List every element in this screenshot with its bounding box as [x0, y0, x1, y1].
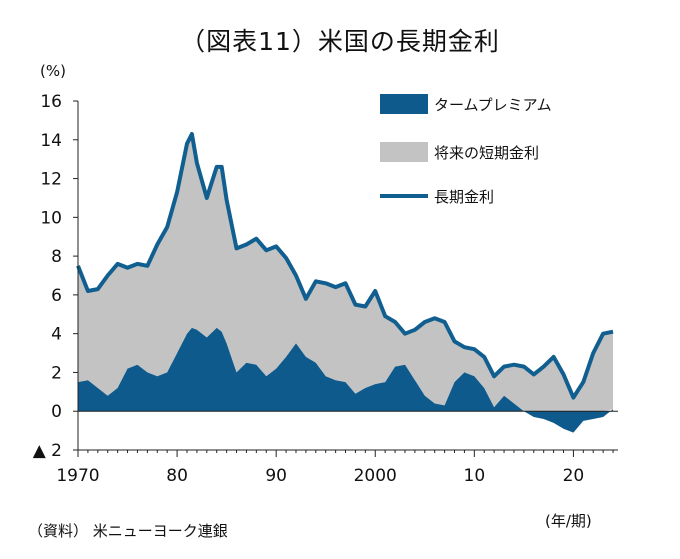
x-tick-label: 20	[563, 466, 585, 486]
y-tick-label: 4	[51, 325, 62, 345]
x-tick-label: 10	[464, 466, 486, 486]
y-tick-label: 12	[40, 170, 62, 190]
x-tick-label: 90	[265, 466, 287, 486]
term-premium-area	[78, 327, 613, 433]
future-short-rate-area	[78, 134, 613, 412]
x-tick-label: 1970	[56, 466, 99, 486]
y-axis-unit: (%)	[40, 62, 66, 80]
area-layer	[78, 134, 613, 433]
legend-swatch-future-short-rate	[380, 142, 428, 162]
y-tick-label: 16	[40, 92, 62, 112]
line-layer	[76, 132, 614, 400]
legend-swatch-term-premium	[380, 94, 428, 114]
x-tick-label: 2000	[354, 466, 397, 486]
legend-label: タームプレミアム	[434, 96, 552, 114]
source-note: （資料） 米ニューヨーク連銀	[28, 522, 228, 540]
x-tick-label: 80	[166, 466, 188, 486]
y-tick-label: ▲ 2	[33, 441, 62, 461]
x-axis-unit: (年/期)	[545, 512, 592, 530]
long-rate-line	[76, 132, 614, 400]
y-tick-label: 0	[51, 402, 62, 422]
y-tick-label: 10	[40, 208, 62, 228]
y-tick-label: 14	[40, 131, 62, 151]
y-tick-label: 6	[51, 286, 62, 306]
y-tick-label: 2	[51, 363, 62, 383]
legend-label: 長期金利	[434, 188, 494, 206]
chart-title: （図表11）米国の長期金利	[180, 27, 500, 56]
y-tick-label: 8	[51, 247, 62, 267]
legend-label: 将来の短期金利	[434, 144, 539, 162]
